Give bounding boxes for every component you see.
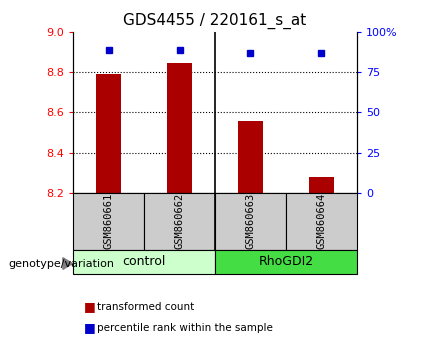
Text: GSM860663: GSM860663 [246,193,255,249]
Bar [73,193,144,250]
Text: transformed count: transformed count [97,302,194,312]
Text: genotype/variation: genotype/variation [9,259,115,269]
Bar [73,250,215,274]
Text: GSM860662: GSM860662 [175,193,184,249]
Bar [144,193,215,250]
Text: control: control [123,256,166,268]
Bar [215,193,286,250]
Text: GSM860661: GSM860661 [104,193,114,249]
Bar [286,193,357,250]
Bar [96,74,121,193]
Text: GSM860664: GSM860664 [316,193,326,249]
Bar [215,250,357,274]
Bar [309,177,334,193]
Text: ■: ■ [84,300,95,313]
Text: ■: ■ [84,321,95,334]
Title: GDS4455 / 220161_s_at: GDS4455 / 220161_s_at [123,13,307,29]
Bar [238,121,263,193]
Text: RhoGDI2: RhoGDI2 [258,256,313,268]
Bar [167,63,192,193]
Text: percentile rank within the sample: percentile rank within the sample [97,323,273,333]
Polygon shape [63,258,73,269]
